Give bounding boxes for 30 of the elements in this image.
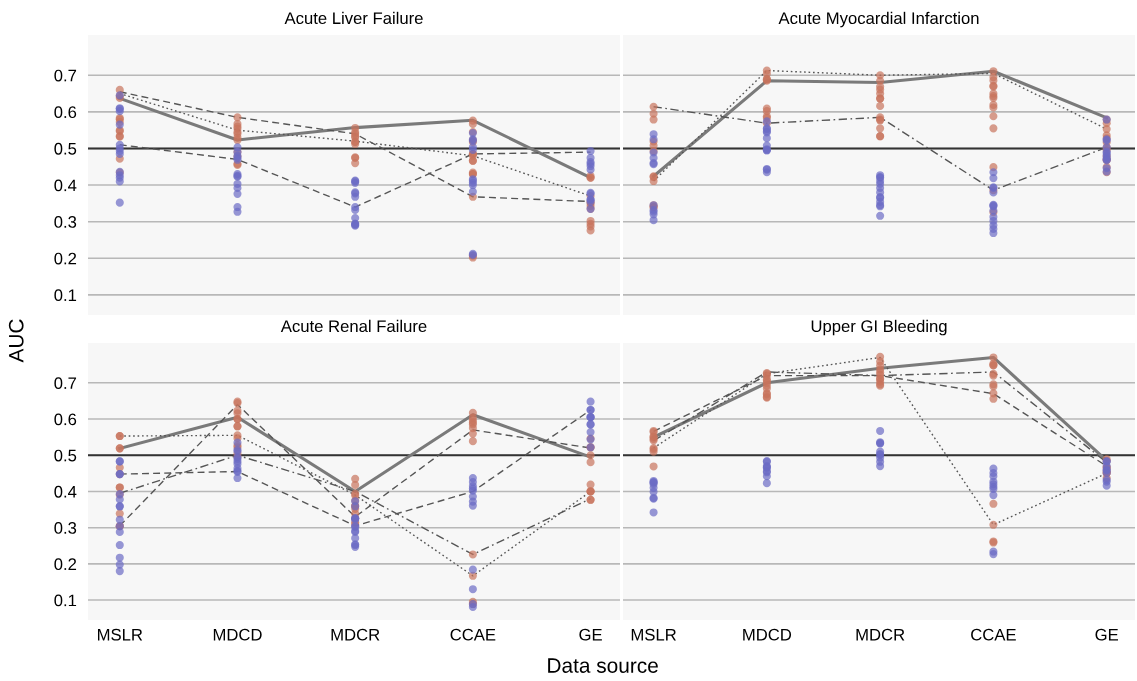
y-tick-label: 0.5: [54, 142, 77, 155]
y-tick-label: 0.4: [54, 485, 77, 498]
y-tick-label: 0.7: [54, 377, 77, 390]
x-tick-label: MSLR: [631, 628, 676, 641]
y-tick-label: 0.3: [54, 216, 77, 228]
y-tick-label: 0.2: [54, 558, 77, 571]
chart-title: Acute Myocardial Infarction: [778, 11, 979, 28]
x-tick-label: MDCR: [856, 628, 905, 641]
x-tick-label: GE: [1095, 628, 1119, 641]
chart-title: Upper GI Bleeding: [811, 319, 947, 336]
x-tick-label: GE: [579, 628, 602, 641]
y-tick-label: 0.4: [54, 179, 77, 192]
y-tick-label: 0.7: [54, 69, 77, 82]
chart-title: Acute Liver Failure: [284, 11, 423, 25]
y-tick-label: 0.1: [54, 289, 77, 302]
x-tick-label: CCAE: [971, 628, 1016, 641]
x-tick-label: CCAE: [450, 628, 496, 641]
x-tick-label: MDCD: [743, 628, 792, 641]
x-tick-label: MDCR: [331, 628, 380, 641]
y-axis-title: AUC: [8, 319, 24, 363]
y-tick-label: 0.5: [54, 449, 77, 462]
x-tick-label: MDCD: [213, 628, 262, 641]
x-axis-title: Data source: [548, 658, 658, 673]
y-tick-label: 0.2: [54, 252, 77, 265]
chart-title: Acute Renal Failure: [280, 319, 427, 333]
y-tick-label: 0.1: [54, 594, 77, 607]
y-tick-label: 0.3: [54, 522, 77, 534]
y-tick-label: 0.6: [54, 413, 77, 426]
y-tick-label: 0.6: [54, 106, 77, 119]
x-tick-label: MSLR: [97, 628, 143, 641]
